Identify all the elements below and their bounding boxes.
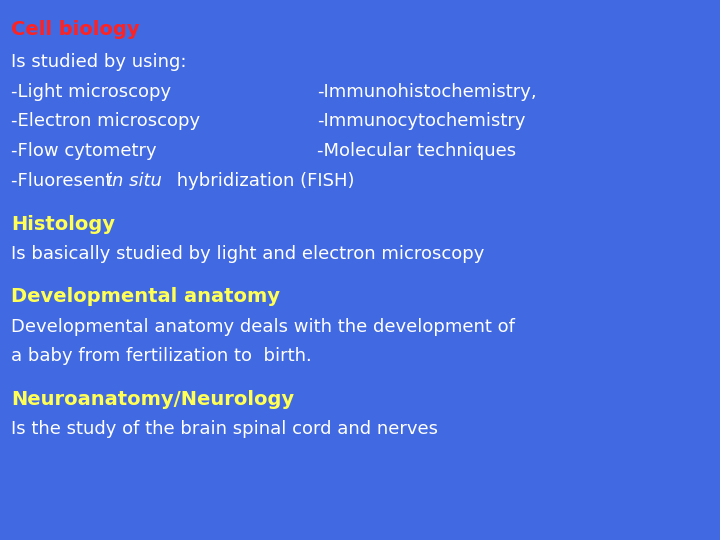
Text: -Fluoresent: -Fluoresent bbox=[11, 172, 118, 190]
Text: Developmental anatomy deals with the development of: Developmental anatomy deals with the dev… bbox=[11, 318, 515, 336]
Text: -Molecular techniques: -Molecular techniques bbox=[317, 142, 516, 160]
Text: Is studied by using:: Is studied by using: bbox=[11, 53, 186, 71]
Text: -Electron microscopy: -Electron microscopy bbox=[11, 112, 200, 131]
Text: -Flow cytometry: -Flow cytometry bbox=[11, 142, 156, 160]
Text: hybridization (FISH): hybridization (FISH) bbox=[171, 172, 354, 190]
Text: Neuroanatomy/Neurology: Neuroanatomy/Neurology bbox=[11, 390, 294, 409]
Text: in situ: in situ bbox=[107, 172, 161, 190]
Text: -Immunocytochemistry: -Immunocytochemistry bbox=[317, 112, 526, 131]
Text: -Immunohistochemistry,: -Immunohistochemistry, bbox=[317, 83, 536, 101]
Text: Cell biology: Cell biology bbox=[11, 20, 139, 39]
Text: Is the study of the brain spinal cord and nerves: Is the study of the brain spinal cord an… bbox=[11, 420, 438, 438]
Text: Is basically studied by light and electron microscopy: Is basically studied by light and electr… bbox=[11, 245, 484, 263]
Text: Developmental anatomy: Developmental anatomy bbox=[11, 287, 280, 307]
Text: a baby from fertilization to  birth.: a baby from fertilization to birth. bbox=[11, 347, 312, 366]
Text: -Light microscopy: -Light microscopy bbox=[11, 83, 171, 101]
Text: Histology: Histology bbox=[11, 214, 114, 234]
